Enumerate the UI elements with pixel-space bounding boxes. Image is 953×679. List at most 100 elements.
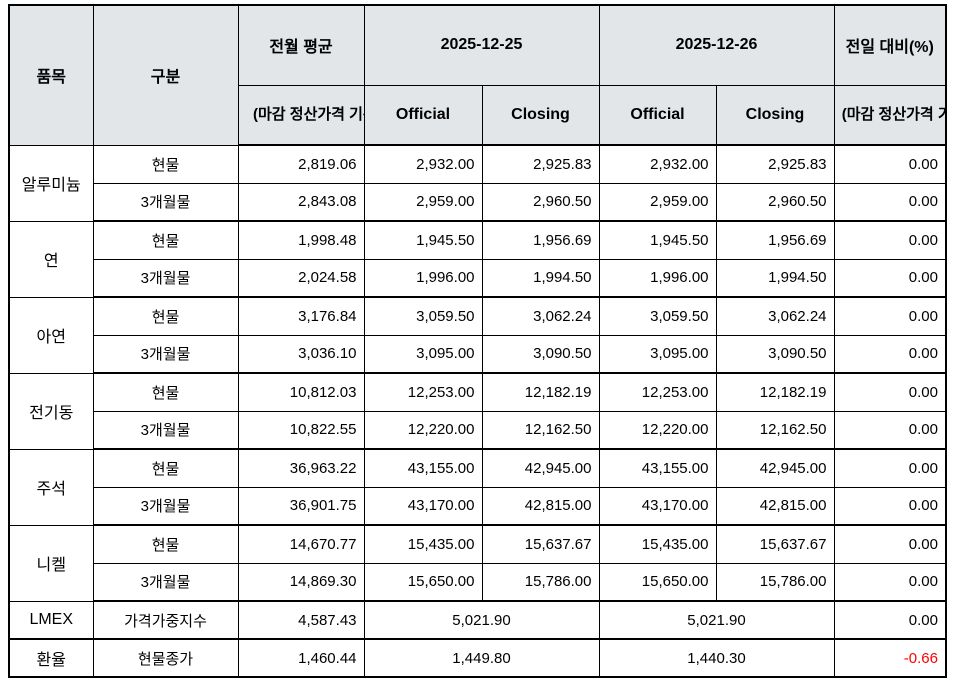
value-cell: 43,155.00	[363, 448, 483, 488]
value-cell: 12,253.00	[598, 372, 717, 412]
category-cell: 가격가중지수	[92, 600, 239, 640]
value-cell: 42,945.00	[715, 448, 835, 488]
value-cell: 3,062.24	[715, 296, 835, 336]
table-row: 주석 현물 36,963.22 43,155.00 42,945.00 43,1…	[8, 448, 947, 526]
table-row: 3개월물 14,869.30 15,650.00 15,786.00 15,65…	[9, 562, 947, 602]
value-cell: 36,901.75	[237, 486, 365, 526]
category-cell: 3개월물	[92, 258, 239, 298]
value-cell: 1,945.50	[598, 220, 717, 260]
value-cell: 0.00	[833, 448, 947, 488]
value-cell: 3,062.24	[481, 296, 600, 336]
header-dod: 전일 대비(%)	[833, 4, 947, 86]
value-cell: 42,945.00	[481, 448, 600, 488]
value-cell: 2,959.00	[598, 182, 717, 222]
value-cell: 3,095.00	[363, 334, 483, 374]
value-cell: 2,024.58	[237, 258, 365, 298]
value-cell: 0.00	[833, 562, 947, 602]
value-cell: 15,650.00	[598, 562, 717, 602]
value-cell: 14,670.77	[237, 524, 365, 564]
table-row: 3개월물 36,901.75 43,170.00 42,815.00 43,17…	[9, 486, 947, 526]
value-cell: 1,956.69	[481, 220, 600, 260]
value-cell: 0.00	[833, 410, 947, 450]
value-cell: 0.00	[833, 372, 947, 412]
value-cell: 1,945.50	[363, 220, 483, 260]
value-cell: 1,996.00	[363, 258, 483, 298]
category-cell: 현물종가	[92, 638, 239, 678]
header-row-1: 품목 구분 전월 평균 2025-12-25 2025-12-26 전일 대비(…	[8, 4, 947, 146]
value-cell: 3,176.84	[237, 296, 365, 336]
table-row: 아연 현물 3,176.84 3,059.50 3,062.24 3,059.5…	[8, 296, 947, 374]
value-cell: 12,182.19	[715, 372, 835, 412]
value-cell: 1,994.50	[715, 258, 835, 298]
value-cell: 10,812.03	[237, 372, 365, 412]
category-cell: 현물	[92, 296, 239, 336]
category-cell: 현물	[92, 220, 239, 260]
item-cell: 전기동	[8, 372, 94, 450]
value-cell: 15,637.67	[715, 524, 835, 564]
table-row-lmex: LMEX 가격가중지수 4,587.43 5,021.90 5,021.90 0…	[8, 600, 947, 640]
value-cell: 36,963.22	[237, 448, 365, 488]
table-row: 3개월물 10,822.55 12,220.00 12,162.50 12,22…	[9, 410, 947, 450]
value-cell: 15,435.00	[363, 524, 483, 564]
value-cell: 3,059.50	[363, 296, 483, 336]
value-cell: 12,182.19	[481, 372, 600, 412]
value-cell: 0.00	[833, 258, 947, 298]
value-cell-negative: -0.66	[833, 638, 947, 678]
value-cell: 3,090.50	[715, 334, 835, 374]
value-cell: 2,819.06	[237, 144, 365, 184]
table-row: 연 현물 1,998.48 1,945.50 1,956.69 1,945.50…	[8, 220, 947, 298]
header-prev-avg: 전월 평균	[237, 4, 365, 86]
value-cell: 1,994.50	[481, 258, 600, 298]
value-cell: 0.00	[833, 486, 947, 526]
table-row-exchange-rate: 환율 현물종가 1,460.44 1,449.80 1,440.30 -0.66	[8, 638, 947, 678]
value-cell: 2,959.00	[363, 182, 483, 222]
category-cell: 현물	[92, 144, 239, 184]
merged-value-cell: 1,440.30	[598, 638, 835, 678]
value-cell: 12,162.50	[715, 410, 835, 450]
header-category: 구분	[92, 4, 239, 146]
lme-price-table-sheet: 품목 구분 전월 평균 2025-12-25 2025-12-26 전일 대비(…	[8, 4, 947, 678]
value-cell: 12,220.00	[598, 410, 717, 450]
value-cell: 2,960.50	[481, 182, 600, 222]
value-cell: 14,869.30	[237, 562, 365, 602]
value-cell: 15,786.00	[715, 562, 835, 602]
value-cell: 43,170.00	[363, 486, 483, 526]
value-cell: 2,925.83	[481, 144, 600, 184]
header-official-date1: Official	[363, 84, 483, 146]
table-row: 니켈 현물 14,670.77 15,435.00 15,637.67 15,4…	[8, 524, 947, 602]
value-cell: 10,822.55	[237, 410, 365, 450]
merged-value-cell: 1,449.80	[363, 638, 600, 678]
value-cell: 0.00	[833, 220, 947, 260]
value-cell: 0.00	[833, 144, 947, 184]
value-cell: 2,960.50	[715, 182, 835, 222]
value-cell: 1,996.00	[598, 258, 717, 298]
value-cell: 3,095.00	[598, 334, 717, 374]
header-official-date2: Official	[598, 84, 717, 146]
category-cell: 현물	[92, 448, 239, 488]
category-cell: 3개월물	[92, 562, 239, 602]
merged-value-cell: 5,021.90	[363, 600, 600, 640]
table-row: 3개월물 3,036.10 3,095.00 3,090.50 3,095.00…	[9, 334, 947, 374]
value-cell: 43,155.00	[598, 448, 717, 488]
table-row: 3개월물 2,024.58 1,996.00 1,994.50 1,996.00…	[9, 258, 947, 298]
value-cell: 1,956.69	[715, 220, 835, 260]
value-cell: 15,637.67	[481, 524, 600, 564]
header-row-2: (마감 정산가격 기준) Official Closing Official C…	[9, 84, 947, 146]
category-cell: 3개월물	[92, 486, 239, 526]
table-row: 3개월물 2,843.08 2,959.00 2,960.50 2,959.00…	[9, 182, 947, 222]
table-row: 전기동 현물 10,812.03 12,253.00 12,182.19 12,…	[8, 372, 947, 450]
value-cell: 3,059.50	[598, 296, 717, 336]
value-cell: 0.00	[833, 524, 947, 564]
value-cell: 15,786.00	[481, 562, 600, 602]
header-item: 품목	[8, 4, 94, 146]
value-cell: 1,460.44	[237, 638, 365, 678]
lme-price-table: 품목 구분 전월 평균 2025-12-25 2025-12-26 전일 대비(…	[8, 4, 947, 678]
item-cell: 니켈	[8, 524, 94, 602]
header-date2: 2025-12-26	[598, 4, 835, 86]
value-cell: 12,220.00	[363, 410, 483, 450]
value-cell: 0.00	[833, 600, 947, 640]
value-cell: 2,843.08	[237, 182, 365, 222]
header-closing-date2: Closing	[715, 84, 835, 146]
merged-value-cell: 5,021.90	[598, 600, 835, 640]
value-cell: 42,815.00	[481, 486, 600, 526]
